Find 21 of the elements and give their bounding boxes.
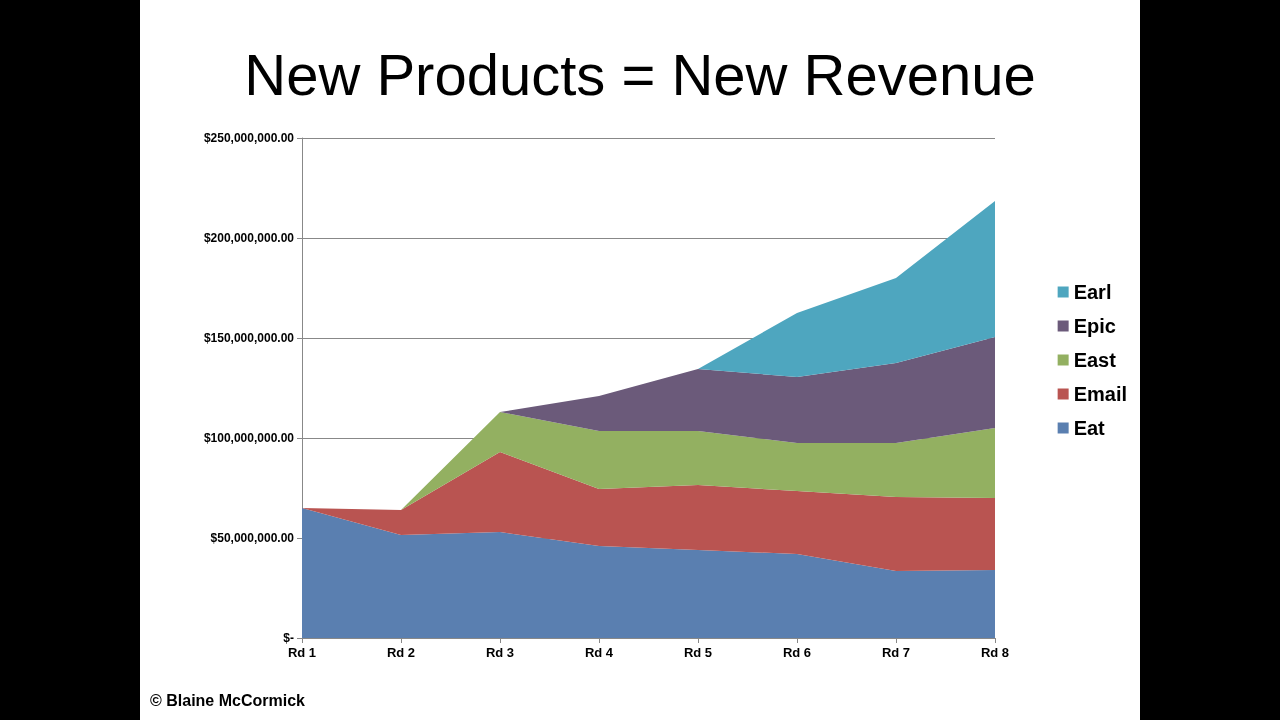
- x-tick-label: Rd 2: [386, 645, 416, 660]
- x-tick-label: Rd 3: [485, 645, 515, 660]
- x-tick-label: Rd 6: [782, 645, 812, 660]
- legend-label: Eat: [1073, 417, 1106, 439]
- legend-label: Earl: [1073, 281, 1112, 303]
- x-tick-label: Rd 7: [881, 645, 911, 660]
- y-tick-label: $50,000,000.00: [210, 531, 295, 545]
- legend-label: Email: [1073, 383, 1127, 405]
- chart-title: New Products = New Revenue: [244, 41, 1036, 107]
- y-tick-label: $250,000,000.00: [203, 131, 295, 145]
- legend-label: Epic: [1073, 315, 1116, 337]
- x-tick-label: Rd 4: [584, 645, 614, 660]
- y-tick-label: $-: [283, 631, 294, 645]
- x-tick-label: Rd 8: [980, 645, 1010, 660]
- legend-label: East: [1073, 349, 1117, 371]
- y-tick-label: $100,000,000.00: [203, 431, 295, 445]
- y-tick-label: $200,000,000.00: [203, 231, 295, 245]
- x-tick-label: Rd 5: [683, 645, 713, 660]
- x-tick-label: Rd 1: [287, 645, 317, 660]
- y-tick-label: $150,000,000.00: [203, 331, 295, 345]
- text: © Blaine McCormick: [150, 691, 306, 709]
